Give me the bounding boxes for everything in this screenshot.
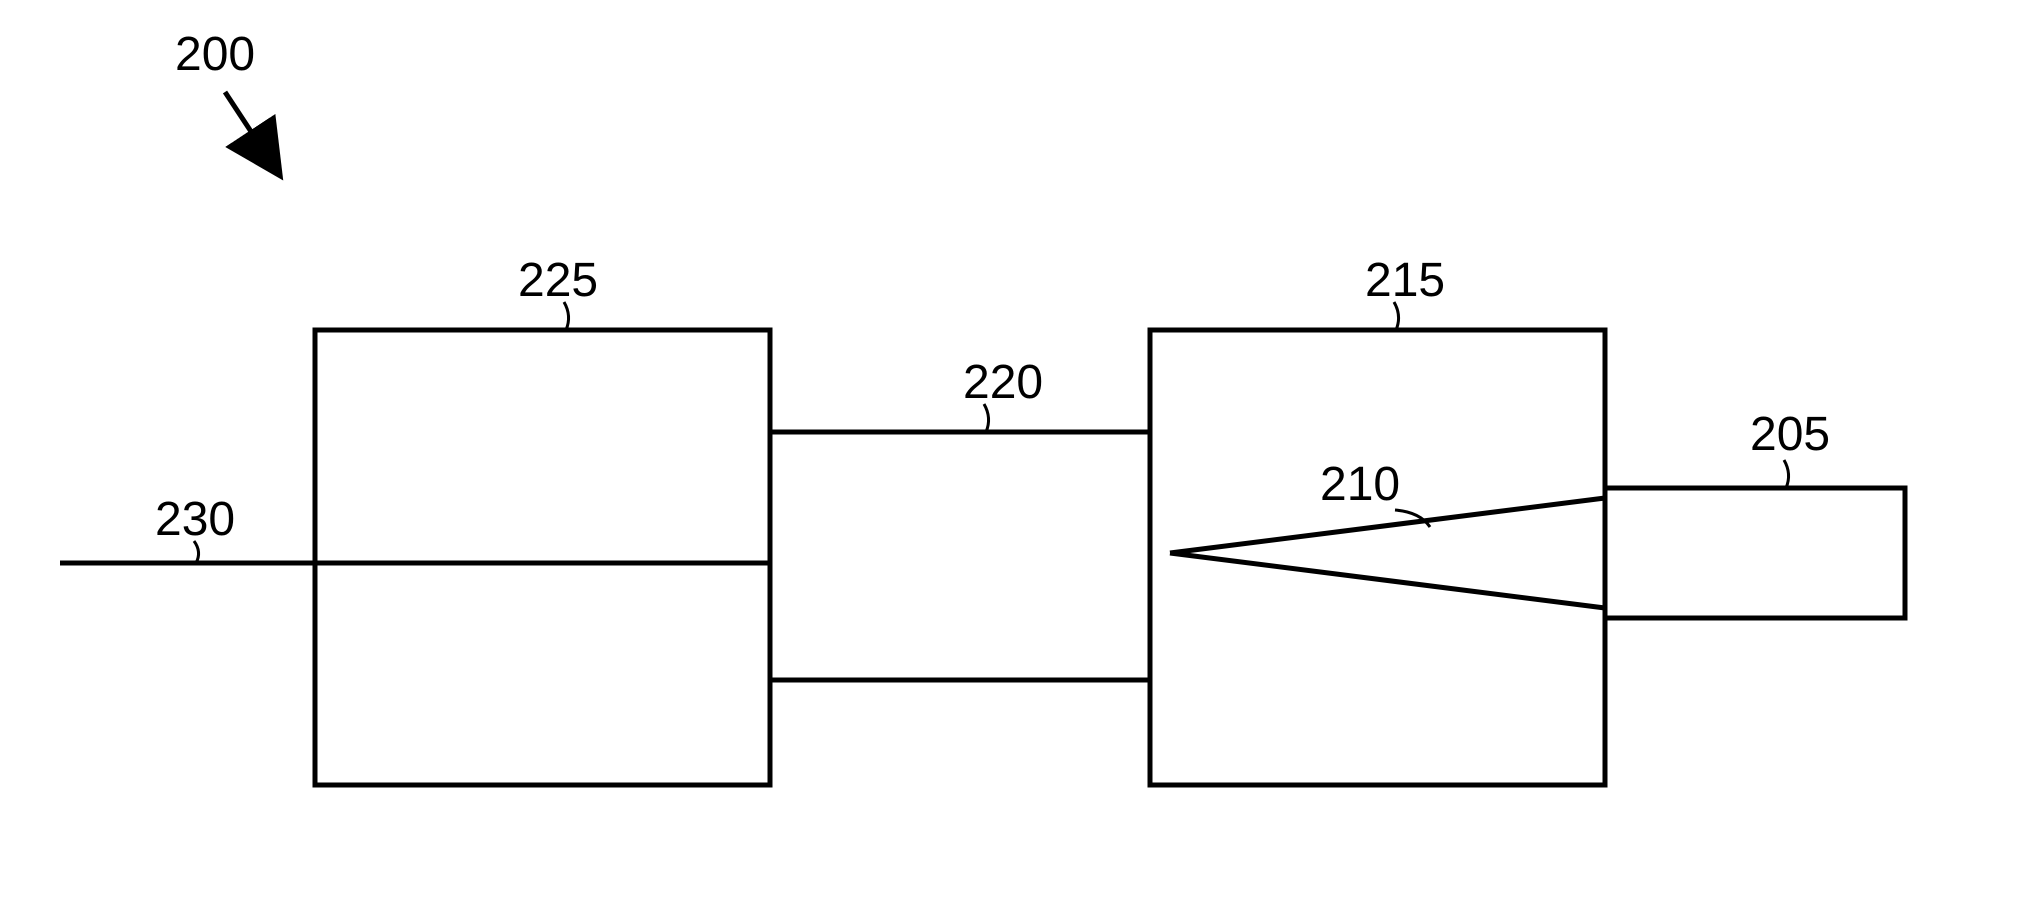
block-205 — [1605, 488, 1905, 618]
label-220: 220 — [963, 356, 1043, 409]
label-200: 200 — [175, 28, 255, 81]
tick-205 — [1784, 460, 1789, 488]
label-230: 230 — [155, 493, 235, 546]
wedge-210-bottom — [1170, 553, 1605, 608]
block-diagram: 200 225 220 215 210 205 230 — [0, 0, 2022, 913]
label-205: 205 — [1750, 408, 1830, 461]
label-225: 225 — [518, 254, 598, 307]
block-225 — [315, 330, 770, 785]
figure-arrow — [225, 92, 275, 168]
label-215: 215 — [1365, 254, 1445, 307]
label-210: 210 — [1320, 458, 1400, 511]
